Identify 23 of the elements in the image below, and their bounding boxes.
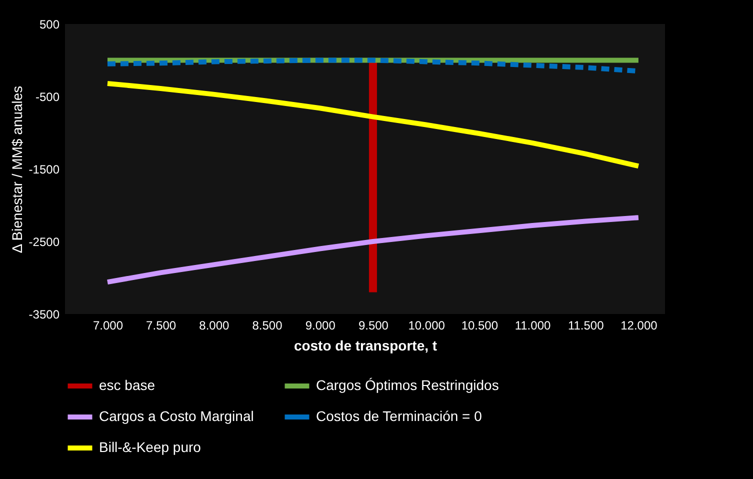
- x-tick-label: 7.500: [146, 318, 176, 332]
- x-tick-label: 8.500: [252, 318, 283, 332]
- x-tick-label: 12.000: [620, 318, 658, 332]
- y-tick-label: -1500: [28, 162, 60, 176]
- legend-label: Costos de Terminación = 0: [316, 408, 482, 424]
- x-tick-label: 7.000: [92, 318, 124, 332]
- x-tick-label: 10.000: [408, 318, 446, 332]
- x-tick-label: 11.000: [514, 318, 551, 332]
- legend-label: esc base: [99, 377, 156, 393]
- x-tick-label: 9.500: [358, 318, 389, 332]
- y-axis-title: Δ Bienestar / MM$ anuales: [8, 86, 25, 254]
- x-axis-title: costo de transporte, t: [294, 338, 438, 354]
- x-tick-label: 10.500: [461, 318, 498, 332]
- y-tick-label: -500: [35, 90, 60, 104]
- legend-label: Bill-&-Keep puro: [99, 439, 202, 455]
- x-tick-label: 8.000: [199, 318, 230, 332]
- x-tick-label: 11.500: [568, 318, 604, 332]
- legend-label: Cargos a Costo Marginal: [99, 408, 254, 424]
- x-tick-label: 9.000: [305, 318, 336, 332]
- legend-label: Cargos Óptimos Restringidos: [316, 377, 499, 393]
- y-tick-label: -2500: [28, 235, 60, 249]
- y-tick-label: -3500: [28, 308, 60, 322]
- y-tick-label: 500: [39, 18, 60, 32]
